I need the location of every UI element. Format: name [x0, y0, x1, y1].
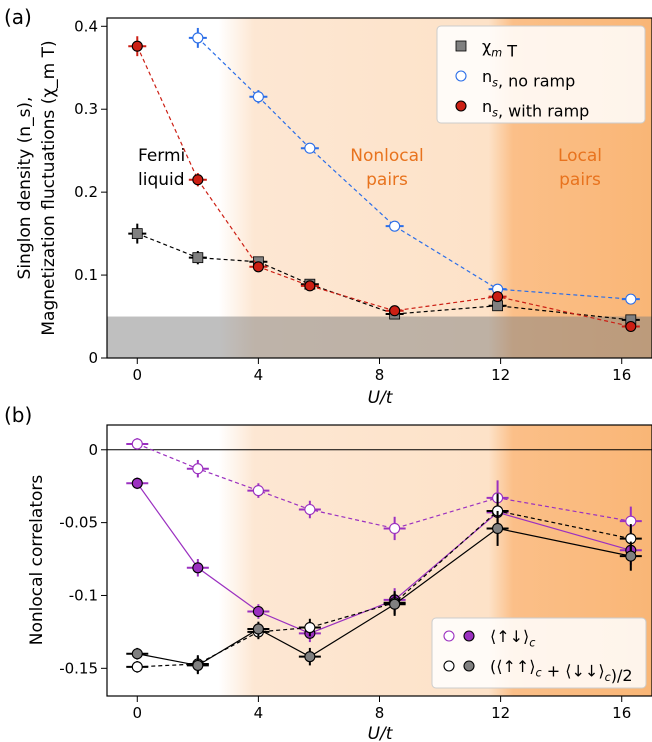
data-point	[455, 100, 467, 112]
data-point	[131, 661, 143, 673]
panel-b-legend: ⟨↑↓⟩c (⟨↑↑⟩c + ⟨↓↓⟩c)/2	[431, 617, 647, 689]
data-point	[192, 174, 204, 186]
legend-label: ns, with ramp	[482, 97, 589, 120]
data-point	[192, 562, 204, 574]
data-point	[192, 659, 204, 671]
data-point	[131, 438, 143, 450]
x-tick-label: 0	[133, 704, 143, 722]
data-point	[131, 228, 143, 240]
data-point	[252, 261, 264, 273]
legend-label: ns, no ramp	[482, 67, 575, 90]
x-tick-label: 16	[612, 704, 631, 722]
data-point	[252, 623, 264, 635]
panel-a-xlabel: U/t	[368, 388, 394, 408]
data-point	[131, 40, 143, 52]
data-point	[131, 648, 143, 660]
legend-marker-filled	[463, 660, 475, 672]
x-tick-label: 4	[254, 366, 264, 384]
region-label: Local pairs	[558, 146, 602, 190]
panel-b-label: (b)	[4, 403, 32, 427]
data-point	[625, 550, 637, 562]
data-point	[389, 305, 401, 317]
data-point	[492, 522, 504, 534]
legend-label: (⟨↑↑⟩c + ⟨↓↓⟩c)/2	[490, 657, 633, 685]
data-point	[455, 70, 467, 82]
y-tick-label: 0	[88, 349, 98, 367]
data-point	[304, 503, 316, 516]
data-point	[492, 300, 503, 312]
x-tick-label: 4	[254, 704, 264, 722]
x-tick-label: 12	[491, 704, 510, 722]
data-point	[625, 320, 637, 333]
legend-marker-open	[443, 660, 455, 672]
legend-marker-filled	[463, 630, 475, 642]
data-point	[304, 142, 316, 154]
data-point	[304, 621, 316, 634]
x-tick-label: 12	[491, 366, 510, 384]
data-point	[304, 280, 316, 292]
data-point	[389, 220, 401, 232]
data-point	[252, 605, 264, 618]
x-tick-label: 16	[612, 366, 631, 384]
region-label: Fermi liquid	[138, 146, 185, 190]
y-tick-label: 0	[88, 441, 98, 459]
panel-a-legend: χm T ns, no ramp ns, with ramp	[436, 25, 646, 124]
data-point	[252, 91, 264, 103]
panel-a: Fermi liquid Nonlocal pairs Local pairs 0 4 8 12…	[4, 5, 652, 408]
y-tick-label: 0.1	[74, 266, 98, 284]
panel-a-label: (a)	[4, 5, 32, 29]
data-point	[192, 32, 204, 44]
y-tick-label: 0.3	[74, 100, 98, 118]
series-line	[197, 37, 631, 300]
legend-label: χm T	[482, 37, 517, 60]
legend-marker-open	[443, 630, 455, 642]
data-point	[304, 651, 316, 663]
data-point	[252, 485, 264, 497]
data-point	[389, 522, 401, 534]
data-point	[192, 252, 204, 264]
y-tick-label: -0.05	[59, 514, 98, 532]
panel-b-ylabel: Nonlocal correlators	[27, 475, 47, 646]
panel-b-xlabel: U/t	[368, 724, 394, 742]
panel-a-ylabel-line2: Magnetization fluctuations (χ_m T)	[39, 40, 59, 335]
y-tick-label: 0.2	[74, 183, 98, 201]
data-point	[625, 293, 637, 305]
region-label: Nonlocal pairs	[350, 146, 424, 190]
legend-label: ⟨↑↓⟩c	[490, 627, 535, 649]
data-point	[131, 477, 143, 489]
x-tick-label: 8	[375, 704, 385, 722]
grey-band	[107, 316, 652, 358]
x-tick-label: 8	[375, 366, 385, 384]
y-tick-label: -0.15	[59, 659, 98, 677]
data-point	[192, 463, 204, 475]
y-tick-label: 0.4	[74, 17, 98, 35]
y-tick-label: -0.1	[69, 586, 98, 604]
x-tick-label: 0	[133, 366, 143, 384]
data-point	[455, 40, 467, 52]
series-2	[128, 36, 640, 333]
series-3	[126, 510, 642, 675]
data-point	[492, 291, 504, 303]
data-point	[389, 598, 401, 610]
series-1	[188, 27, 640, 305]
panel-a-ylabel-line1: Singlon density (n_s),	[15, 97, 35, 280]
panel-b: 0 4 8 12 16 0 -0.05 -0.1 -0.15 (b) Nonlocal corr…	[4, 403, 652, 742]
